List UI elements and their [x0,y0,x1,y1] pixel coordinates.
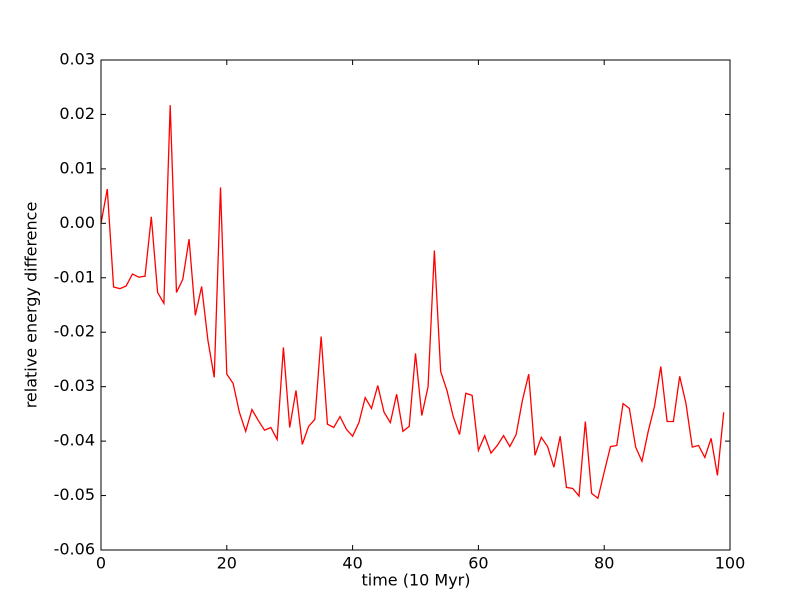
y-tick-label: 0.02 [59,104,95,123]
y-axis-label: relative energy difference [22,202,41,409]
y-tick-label: -0.05 [54,485,95,504]
y-tick-label: -0.03 [54,376,95,395]
y-tick-label: -0.02 [54,322,95,341]
x-tick-label: 40 [342,554,362,573]
x-tick-label: 0 [96,554,106,573]
y-tick-label: 0.03 [59,50,95,69]
x-tick-label: 60 [468,554,488,573]
y-tick-label: -0.01 [54,267,95,286]
x-tick-label: 100 [715,554,746,573]
plot-frame [100,59,731,551]
data-line [100,105,725,500]
x-axis-label: time (10 Myr) [361,571,470,590]
x-tick-label: 20 [217,554,237,573]
x-tick-label: 80 [594,554,614,573]
y-tick-label: 0.00 [59,213,95,232]
y-tick-label: -0.04 [54,431,95,450]
y-tick-label: -0.06 [54,540,95,559]
y-tick-label: 0.01 [59,158,95,177]
